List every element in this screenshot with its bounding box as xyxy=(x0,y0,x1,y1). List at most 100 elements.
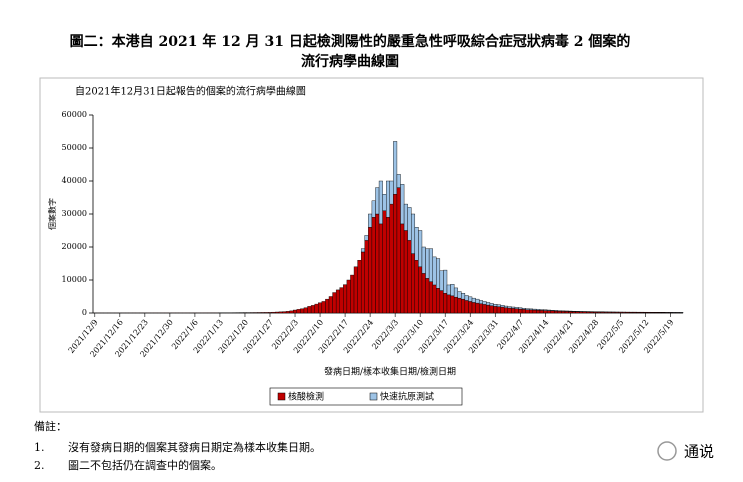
bar xyxy=(278,311,283,314)
bar xyxy=(418,230,423,267)
bar xyxy=(521,309,526,314)
bar xyxy=(464,300,469,314)
bar xyxy=(486,304,491,314)
bar xyxy=(378,223,383,314)
bar xyxy=(411,253,416,314)
bar xyxy=(414,226,419,261)
bar xyxy=(550,310,555,314)
bar xyxy=(514,307,519,309)
bar xyxy=(493,306,498,314)
legend-label: 核酸檢測 xyxy=(288,391,324,403)
bar xyxy=(386,180,390,218)
bar xyxy=(378,180,383,225)
bar xyxy=(325,298,330,314)
bar xyxy=(504,307,508,314)
bar xyxy=(475,302,480,314)
bar xyxy=(461,298,466,314)
watermark-icon xyxy=(657,441,677,461)
bar xyxy=(557,310,562,314)
bar xyxy=(332,292,337,314)
y-tick-label: 20000 xyxy=(62,242,87,251)
bar xyxy=(371,217,376,314)
y-tick-label: 40000 xyxy=(62,176,87,185)
bar xyxy=(407,240,412,314)
legend-label: 快速抗原測試 xyxy=(380,391,434,403)
bar xyxy=(310,305,315,314)
bar xyxy=(271,311,276,314)
bar xyxy=(529,309,534,314)
bar xyxy=(285,311,290,314)
bar xyxy=(425,248,430,279)
y-tick-label: 50000 xyxy=(62,143,87,152)
bar xyxy=(339,287,344,314)
bar xyxy=(396,187,401,314)
bar xyxy=(307,306,312,314)
bar xyxy=(453,287,458,298)
y-tick-label: 30000 xyxy=(62,209,87,218)
bar xyxy=(525,308,530,310)
bar xyxy=(257,312,262,314)
bar xyxy=(400,184,405,225)
bar xyxy=(275,311,280,314)
bar xyxy=(504,305,508,308)
bar xyxy=(260,312,265,314)
bar xyxy=(450,284,455,297)
bar xyxy=(357,260,362,314)
bar xyxy=(457,297,462,314)
bar xyxy=(468,296,473,302)
bar xyxy=(421,273,426,314)
bar xyxy=(411,213,416,254)
bar xyxy=(300,308,305,314)
chart-frame xyxy=(39,77,704,413)
bar xyxy=(436,288,441,314)
bar xyxy=(461,293,466,300)
bar xyxy=(443,293,448,314)
note-text: 圖二不包括仍在調查中的個案。 xyxy=(68,458,222,472)
bar xyxy=(543,310,548,314)
bar xyxy=(500,305,505,308)
bar xyxy=(446,294,451,314)
bar xyxy=(500,306,505,314)
bar xyxy=(446,284,451,296)
bar xyxy=(403,230,408,314)
bar xyxy=(364,240,369,314)
bar xyxy=(546,309,551,311)
bar xyxy=(561,311,566,314)
legend-box xyxy=(269,387,463,406)
title: 圖二：本港自 2021 年 12 月 31 日起檢測陽性的嚴重急性呼吸綜合症冠狀… xyxy=(70,33,631,50)
bar xyxy=(539,310,544,314)
bar xyxy=(489,305,494,314)
bar xyxy=(432,256,437,286)
y-axis-label: 個案數字 xyxy=(47,198,57,230)
bar xyxy=(335,289,340,314)
bar xyxy=(360,248,365,253)
bar xyxy=(343,284,348,314)
bar xyxy=(457,291,462,299)
bar xyxy=(511,308,516,314)
bar xyxy=(432,284,437,314)
bar xyxy=(478,300,483,304)
bar xyxy=(389,203,394,314)
subtitle: 自2021年12月31日起報告的個案的流行病學曲線圖 xyxy=(75,85,306,98)
bar xyxy=(264,312,269,314)
bar xyxy=(318,302,323,314)
bar xyxy=(525,309,530,314)
note-number: 1. xyxy=(34,441,45,454)
watermark: 通说 xyxy=(684,443,714,461)
bar xyxy=(371,200,376,218)
bar xyxy=(421,246,426,274)
bar xyxy=(450,295,455,314)
bar xyxy=(557,310,562,312)
legend-swatch xyxy=(369,392,378,401)
bar xyxy=(468,301,473,314)
bar xyxy=(443,269,448,294)
bar xyxy=(400,223,405,314)
bar xyxy=(360,251,365,314)
bar xyxy=(428,248,433,282)
bar xyxy=(303,307,308,314)
bar xyxy=(439,270,444,291)
bar xyxy=(543,309,548,311)
bar xyxy=(518,307,523,310)
bar xyxy=(289,310,294,314)
